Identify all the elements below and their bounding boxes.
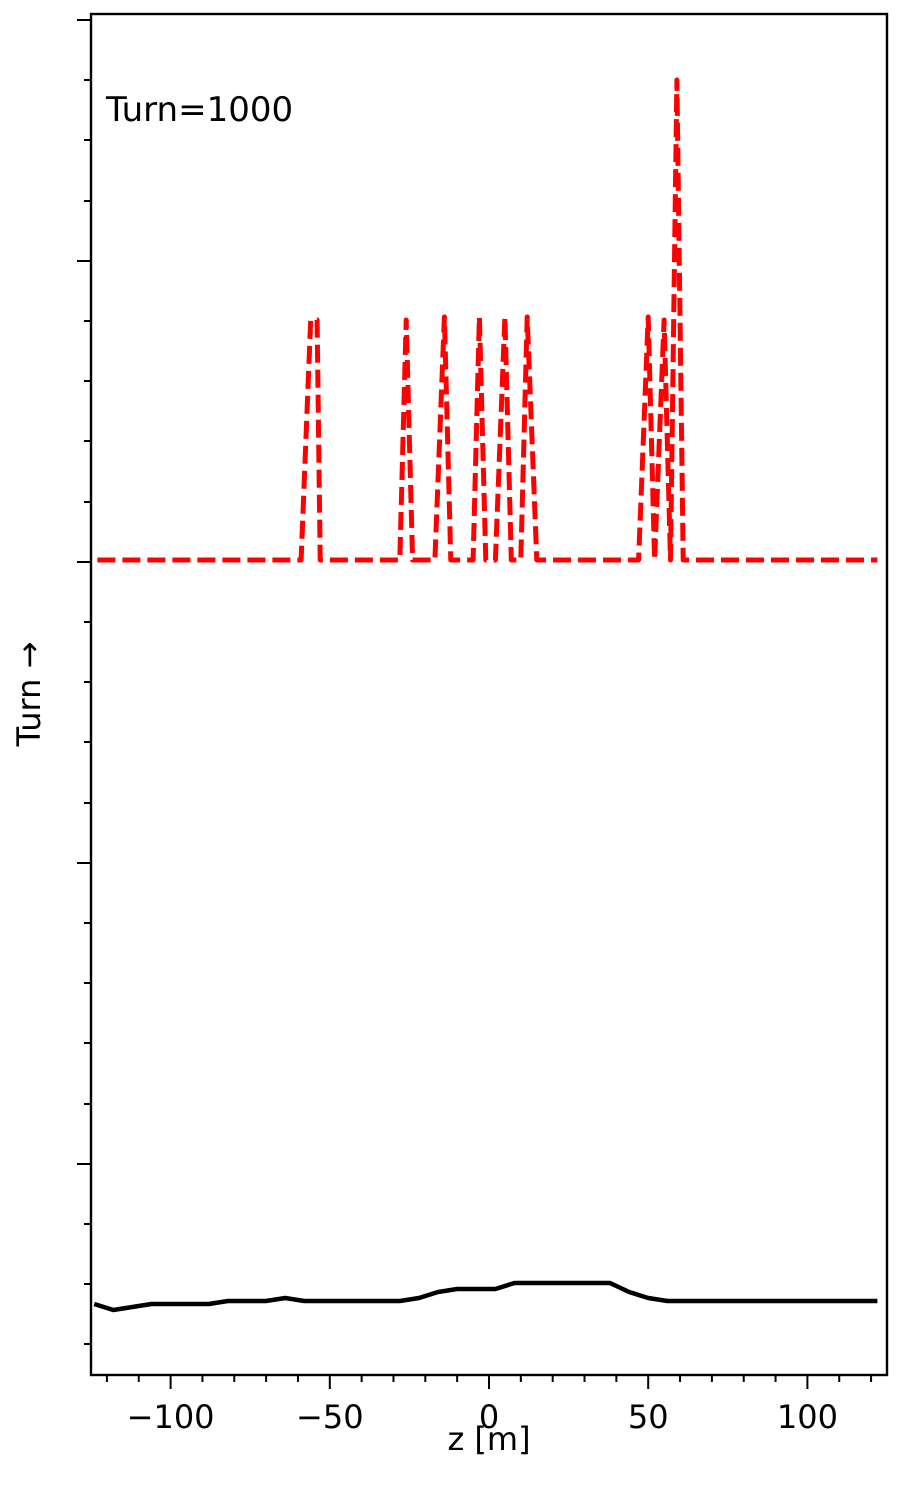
x-tick-label: −50	[296, 1398, 364, 1436]
series-layer	[93, 77, 878, 1313]
series-solid-line	[93, 1280, 878, 1313]
y-ticks	[77, 19, 91, 1345]
x-ticks: −100 −50 0 50 100	[105, 1375, 873, 1436]
y-axis-label: Turn →	[10, 642, 48, 748]
turn-annotation: Turn=1000	[105, 90, 293, 130]
series-dashed-line	[97, 77, 878, 563]
x-tick-label: 50	[628, 1398, 669, 1436]
x-tick-label: 0	[479, 1398, 499, 1436]
plot-frame	[89, 12, 889, 1377]
x-axis-label: z [m]	[447, 1420, 530, 1458]
x-tick-label: 100	[777, 1398, 838, 1436]
x-tick-label: −100	[127, 1398, 215, 1436]
